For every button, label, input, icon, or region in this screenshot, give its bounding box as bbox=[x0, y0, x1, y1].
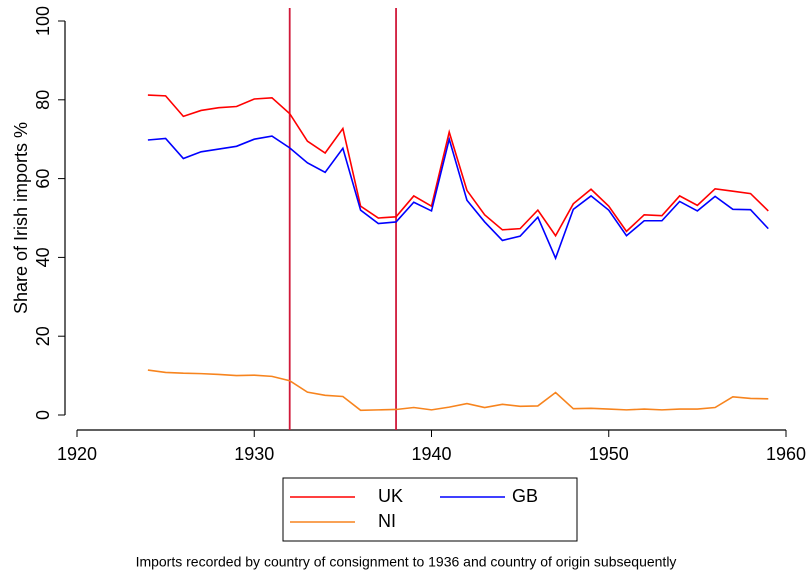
legend-label: GB bbox=[512, 486, 538, 506]
legend-label: UK bbox=[378, 486, 403, 506]
x-tick-label: 1960 bbox=[766, 444, 806, 464]
legend-box bbox=[282, 477, 578, 542]
caption: Imports recorded by country of consignme… bbox=[136, 554, 677, 570]
series-line bbox=[147, 369, 769, 412]
y-tick-label: 0 bbox=[33, 410, 53, 420]
series-line bbox=[147, 94, 769, 238]
y-tick-label: 40 bbox=[33, 247, 53, 267]
y-axis-label: Share of Irish imports % bbox=[11, 122, 31, 314]
legend-label: NI bbox=[378, 511, 396, 531]
y-tick-label: 20 bbox=[33, 326, 53, 346]
x-tick-label: 1920 bbox=[57, 444, 97, 464]
series-line bbox=[147, 135, 769, 261]
y-tick-label: 100 bbox=[33, 6, 53, 36]
x-tick-label: 1950 bbox=[589, 444, 629, 464]
x-tick-label: 1930 bbox=[234, 444, 274, 464]
x-tick-label: 1940 bbox=[411, 444, 451, 464]
y-tick-label: 60 bbox=[33, 169, 53, 189]
y-tick-label: 80 bbox=[33, 90, 53, 110]
